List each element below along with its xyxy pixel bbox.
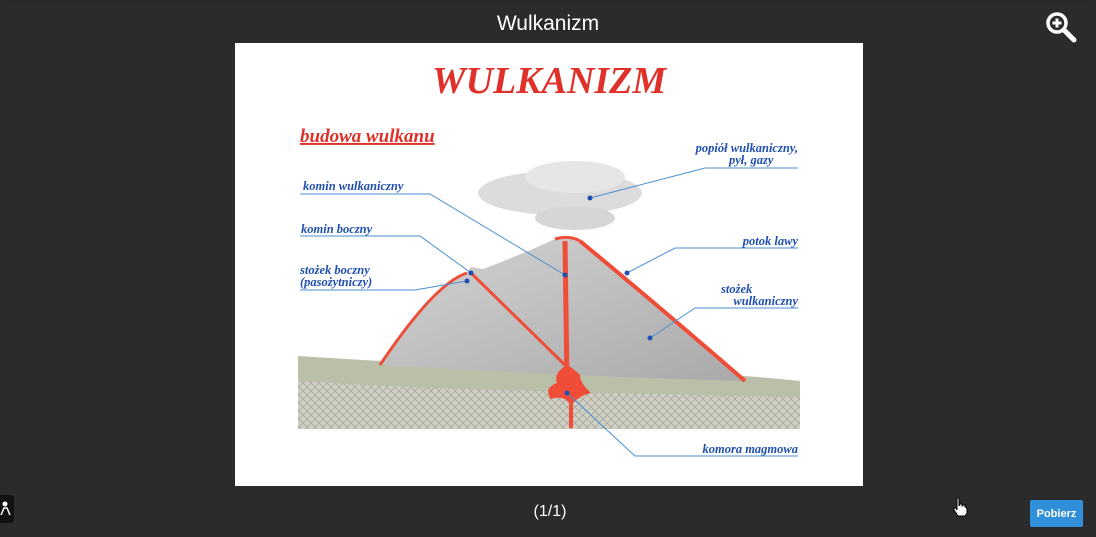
label-ash-1: popiół wulkaniczny,: [695, 141, 798, 155]
hand-pointer-icon: [952, 497, 968, 517]
slide-image: WULKANIZM budowa wulkanu: [235, 43, 863, 486]
label-parasitic-2: (pasożytniczy): [300, 275, 372, 289]
leader-lines: [300, 167, 798, 457]
label-magma-chamber: komora magmowa: [703, 442, 799, 456]
label-parasitic-1: stożek boczny: [299, 263, 370, 277]
label-cone-1: stożek: [720, 282, 753, 296]
slide-title: WULKANIZM: [432, 60, 668, 102]
side-panel-tab[interactable]: [0, 495, 14, 523]
label-cone-2: wulkaniczny: [733, 294, 798, 308]
volcano-cone: [380, 238, 745, 381]
leader-dots: [464, 195, 653, 396]
crater-rim: [554, 235, 581, 243]
page-counter: (1/1): [533, 503, 567, 520]
download-button[interactable]: Pobierz: [1030, 500, 1083, 527]
slide-subtitle: budowa wulkanu: [300, 126, 435, 147]
side-vent: [469, 271, 567, 367]
magma-chamber: [548, 365, 591, 428]
label-ash-2: pył, gazy: [728, 153, 774, 167]
page-title: Wulkanizm: [496, 12, 600, 35]
label-main-vent: komin wulkaniczny: [303, 179, 404, 193]
label-lava-flow: potok lawy: [742, 234, 799, 248]
zoom-in-icon[interactable]: [1044, 10, 1078, 44]
main-vent: [562, 240, 570, 384]
person-icon: [0, 501, 11, 516]
label-side-vent: komin boczny: [301, 222, 373, 236]
lava-flow: [578, 239, 747, 383]
lava-outline-left: [378, 271, 468, 366]
ash-cloud: [478, 161, 642, 230]
